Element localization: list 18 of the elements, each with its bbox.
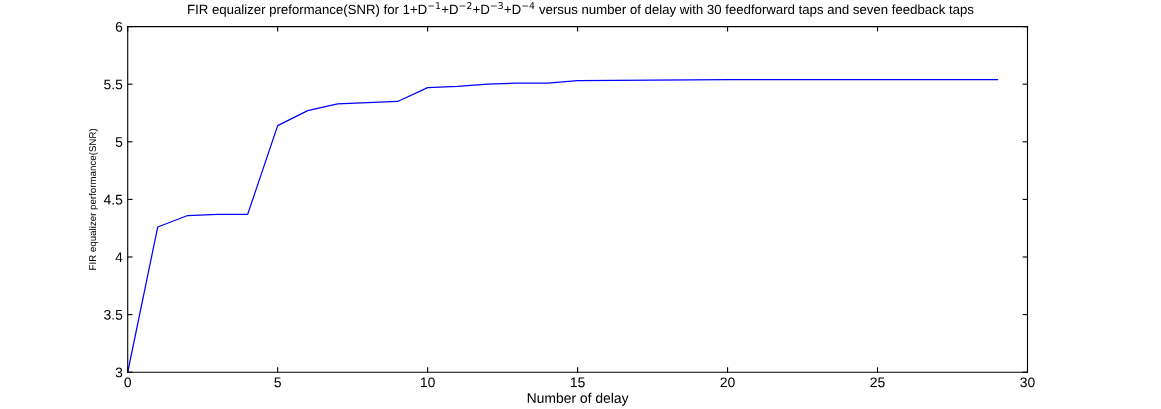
y-tick-label: 3.5 [104,309,123,320]
y-tick-label: 4.5 [103,194,123,205]
x-tick-label: 30 [1020,377,1035,388]
x-tick-label: 25 [870,377,885,388]
y-tick-label: 3 [115,367,123,378]
y-axis-title: FIR equalizer performance(SNR) [88,128,98,270]
y-tick-label: 4 [115,252,123,263]
x-tick-label: 20 [720,377,735,388]
x-tick-label: 5 [274,377,281,388]
y-tick-label: 6 [115,21,123,32]
x-axis-title: Number of delay [527,392,629,406]
line-series [127,78,999,373]
x-tick-label: 10 [420,377,435,388]
y-tick-label: 5.5 [104,79,123,90]
x-tick-label: 15 [570,377,585,388]
x-tick-label: 0 [124,377,132,388]
chart-title: FIR equalizer preformance(SNR) for 1+D$^{−1}$+D$^{−2}$+D$^{−3}$+D$^{−4}$ versus number of delay with 30 feedforward taps and seven feedback taps [188,2,974,17]
y-tick-label: 5 [115,137,123,147]
